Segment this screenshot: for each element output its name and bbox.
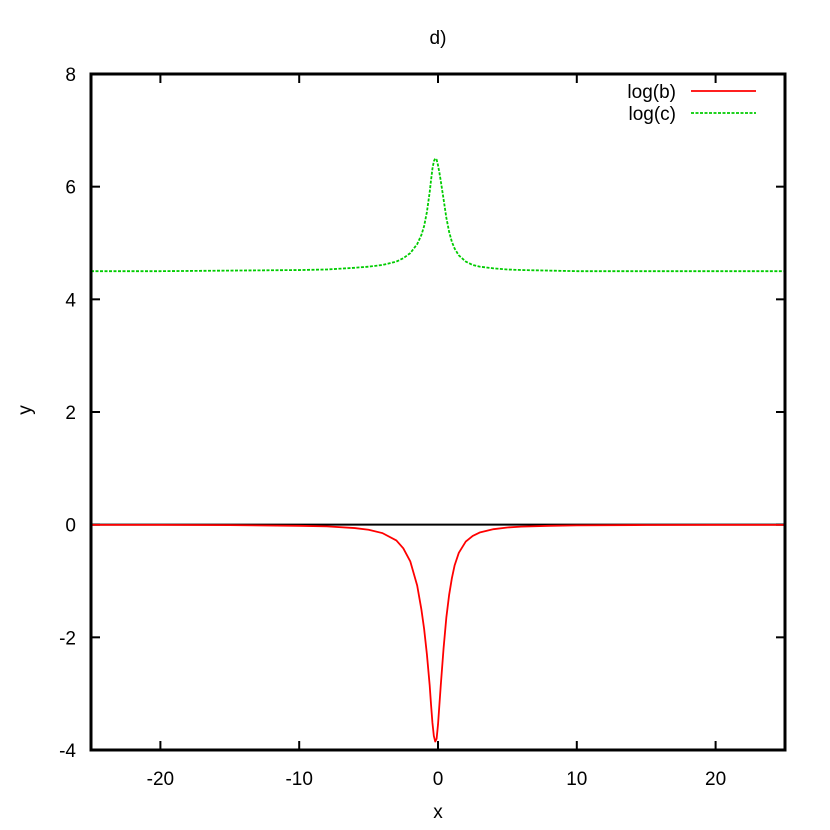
x-tick-label: -20 [147, 769, 174, 790]
y-tick-label: 0 [65, 516, 76, 537]
x-tick-label: 20 [705, 769, 726, 790]
y-tick-label: 2 [65, 403, 76, 424]
x-axis-label: x [433, 802, 443, 823]
y-tick-label: 4 [65, 290, 76, 311]
y-tick-label: 8 [65, 65, 76, 86]
legend-label: log(c) [628, 104, 676, 125]
plot-frame [89, 72, 787, 752]
series-line-log-b [90, 523, 786, 743]
x-tick-label: 10 [566, 769, 587, 790]
y-tick-label: 6 [65, 178, 76, 199]
chart-title: d) [430, 28, 447, 49]
legend-label: log(b) [627, 82, 676, 103]
series-line-log-c [91, 157, 785, 273]
y-tick-label: -4 [59, 741, 76, 762]
x-tick-label: 0 [433, 769, 444, 790]
y-tick-label: -2 [59, 628, 76, 649]
x-tick-label: -10 [285, 769, 312, 790]
y-axis-label: y [15, 405, 36, 415]
